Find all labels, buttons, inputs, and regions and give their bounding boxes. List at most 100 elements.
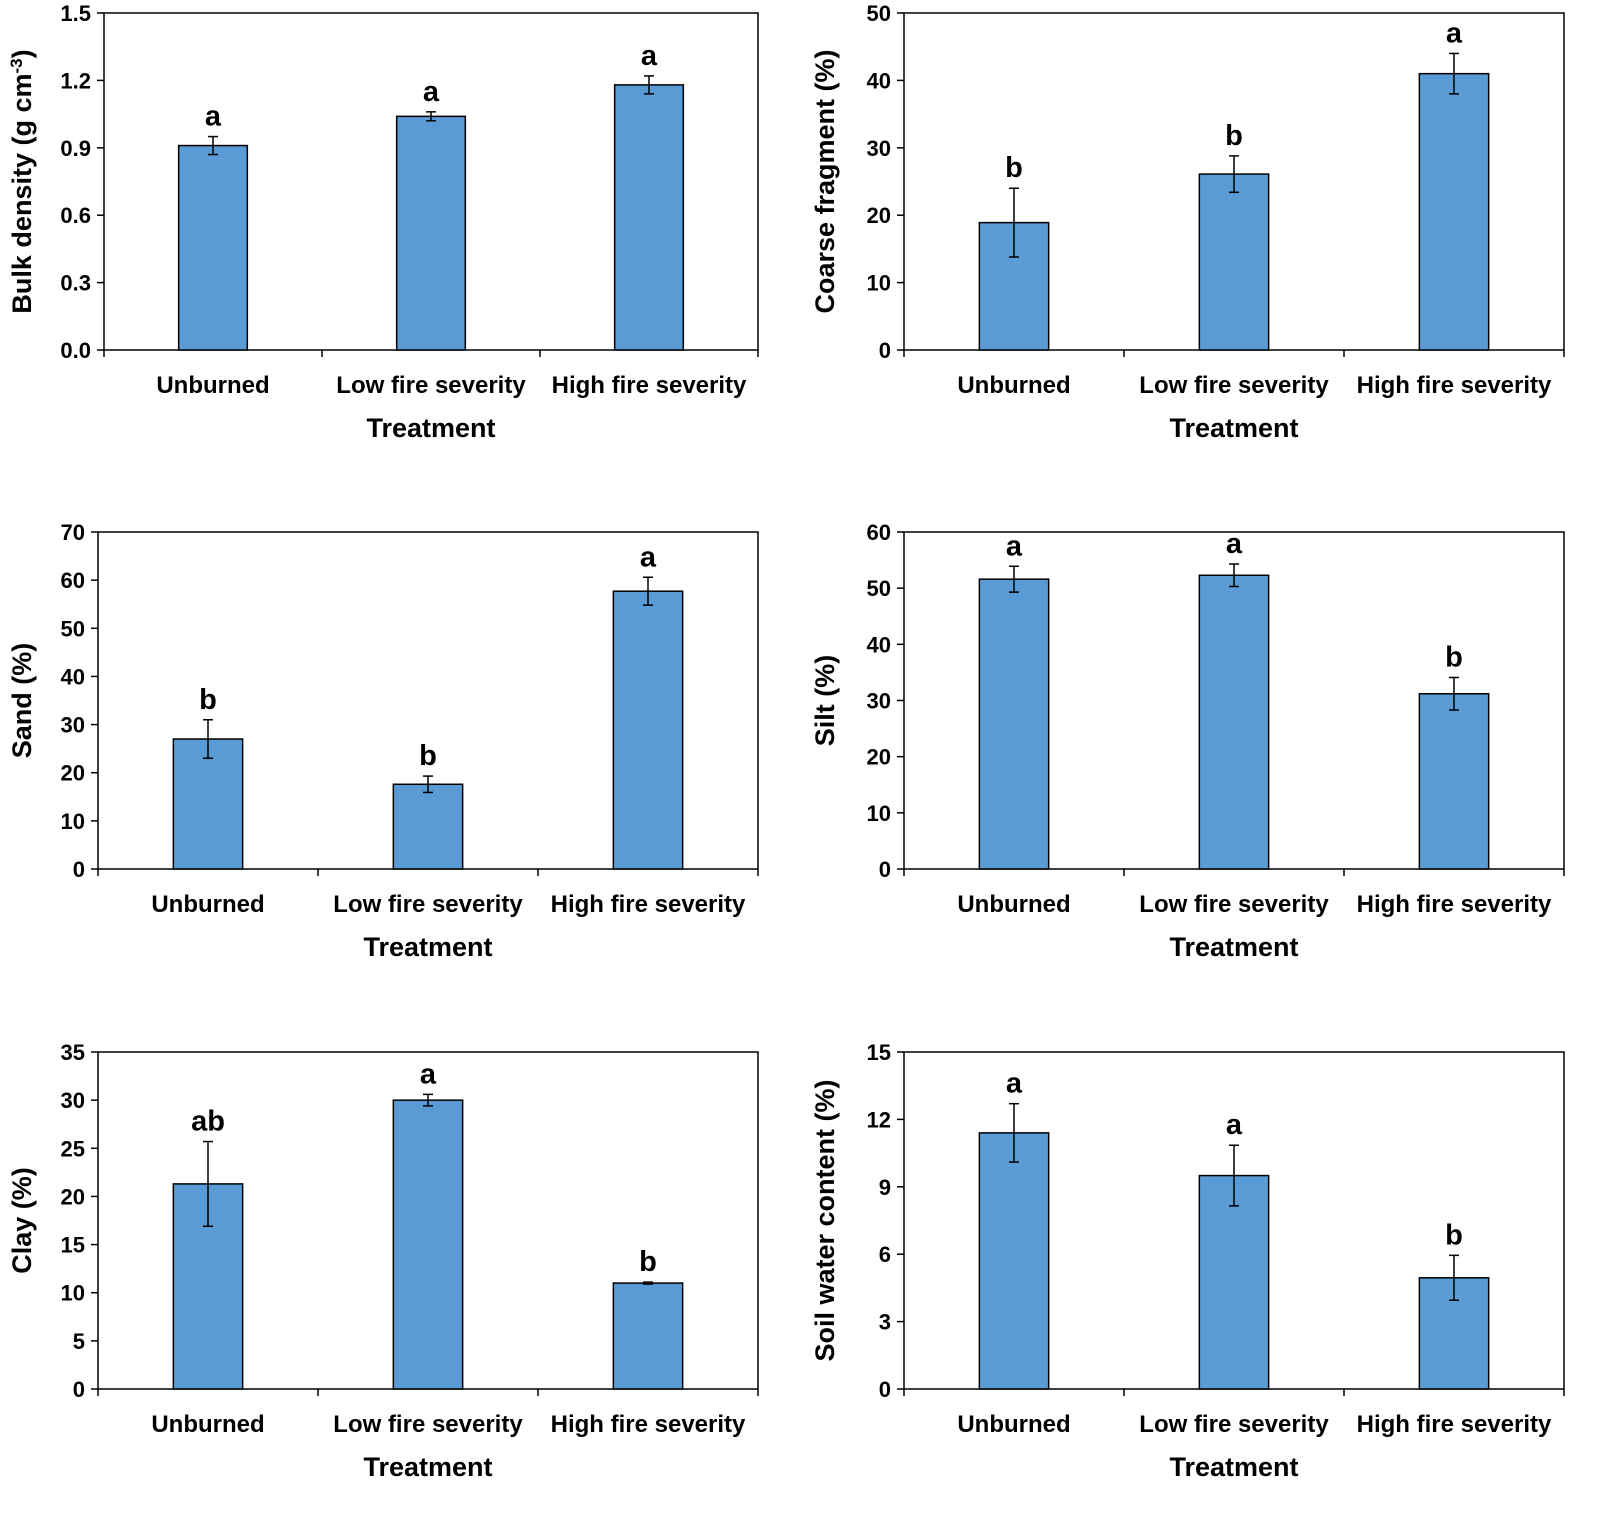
y-tick-label: 1.5 [60, 1, 91, 26]
significance-label: a [640, 541, 657, 573]
y-tick-label: 5 [73, 1329, 85, 1354]
y-axis-title: Coarse fragment (%) [810, 49, 840, 313]
x-category-label: Low fire severity [333, 1411, 523, 1438]
y-tick-label: 60 [867, 520, 891, 545]
y-tick-label: 20 [61, 761, 85, 786]
x-category-label: Low fire severity [1139, 891, 1329, 918]
x-category-label: Low fire severity [1139, 1411, 1329, 1438]
bar-clay-2 [392, 1099, 464, 1390]
significance-label: a [1446, 17, 1463, 49]
x-axis-title: Treatment [363, 1452, 492, 1482]
x-category-label: High fire severity [551, 1411, 746, 1438]
y-axis-title-superscript: -3 [7, 58, 26, 73]
bar-silt-1 [978, 578, 1050, 870]
y-tick-label: 35 [61, 1040, 85, 1065]
bar-soil-water-content-1 [978, 1132, 1050, 1390]
y-axis-title: Bulk density (g cm-3) [7, 49, 38, 313]
x-category-label: High fire severity [552, 372, 747, 399]
y-tick-label: 15 [61, 1233, 85, 1258]
y-tick-label: 0 [879, 1377, 891, 1402]
y-tick-label: 0.0 [60, 338, 91, 363]
y-axis-title: Soil water content (%) [810, 1079, 840, 1361]
significance-label: a [1006, 530, 1023, 562]
x-category-label: Unburned [957, 372, 1070, 399]
y-tick-label: 0 [73, 857, 85, 882]
chart-panel-bulk-density: 0.0 0.3 0.6 0.9 1.2 1.5 a Unburned a Low fire sev… [7, 1, 759, 443]
chart-panel-coarse-fragment: 0 10 20 30 40 50 b Unburned b Low fire severity a H… [810, 1, 1565, 443]
x-category-label: High fire severity [1357, 891, 1552, 918]
bar-sand-1 [172, 738, 244, 870]
y-tick-label: 9 [879, 1175, 891, 1200]
x-axis-title: Treatment [1169, 1452, 1298, 1482]
bar-sand-3 [612, 590, 684, 870]
significance-label: a [1006, 1068, 1023, 1100]
bar-coarse-fragment-2 [1198, 173, 1270, 351]
y-tick-label: 50 [61, 616, 85, 641]
y-tick-label: 40 [867, 68, 891, 93]
significance-label: ab [191, 1106, 225, 1138]
y-tick-label: 3 [879, 1310, 891, 1335]
bar-coarse-fragment-3 [1418, 72, 1490, 351]
y-tick-label: 0.6 [60, 203, 91, 228]
x-category-label: High fire severity [551, 891, 746, 918]
x-category-label: Unburned [151, 891, 264, 918]
y-tick-label: 6 [879, 1242, 891, 1267]
significance-label: b [1005, 152, 1023, 184]
chart-panel-silt: 0 10 20 30 40 50 60 a Unburned a Low fire severity… [810, 520, 1565, 962]
x-category-label: Unburned [151, 1411, 264, 1438]
significance-label: a [205, 101, 222, 133]
x-category-label: Unburned [957, 891, 1070, 918]
y-axis-title-main: Bulk density (g cm [7, 74, 37, 314]
significance-label: b [1225, 120, 1243, 152]
significance-label: a [1226, 528, 1243, 560]
y-tick-label: 50 [867, 576, 891, 601]
y-tick-label: 30 [867, 689, 891, 714]
x-category-label: Unburned [957, 1411, 1070, 1438]
x-category-label: High fire severity [1357, 372, 1552, 399]
y-tick-label: 10 [867, 271, 891, 296]
bar-bulk-density-1 [177, 144, 249, 351]
y-tick-label: 0.3 [60, 271, 91, 296]
x-category-label: Low fire severity [1139, 372, 1329, 399]
y-tick-label: 30 [61, 713, 85, 738]
significance-label: a [423, 76, 440, 108]
bar-soil-water-content-2 [1198, 1174, 1270, 1390]
chart-panel-clay: 0 5 10 15 20 25 30 35 ab Unburned a Low fire severi… [7, 1040, 759, 1482]
x-category-label: Low fire severity [336, 372, 526, 399]
bar-bulk-density-2 [395, 115, 467, 351]
y-tick-label: 40 [867, 632, 891, 657]
x-category-label: High fire severity [1357, 1411, 1552, 1438]
y-tick-label: 0 [879, 338, 891, 363]
y-tick-label: 10 [61, 809, 85, 834]
significance-label: b [1445, 1219, 1463, 1251]
significance-label: b [1445, 641, 1463, 673]
y-tick-label: 60 [61, 568, 85, 593]
significance-label: a [420, 1058, 437, 1090]
y-axis-title: Silt (%) [810, 655, 840, 747]
y-axis-title: Sand (%) [7, 643, 37, 759]
y-tick-label: 20 [867, 745, 891, 770]
y-axis-title: Clay (%) [7, 1167, 37, 1274]
y-tick-label: 0.9 [60, 136, 91, 161]
bar-silt-2 [1198, 574, 1270, 870]
bar-clay-3 [612, 1282, 684, 1390]
x-category-label: Low fire severity [333, 891, 523, 918]
x-axis-title: Treatment [1169, 413, 1298, 443]
bar-bulk-density-3 [613, 84, 685, 351]
y-tick-label: 10 [61, 1281, 85, 1306]
significance-label: b [199, 684, 217, 716]
y-tick-label: 15 [867, 1040, 891, 1065]
bar-silt-3 [1418, 693, 1490, 870]
y-tick-label: 50 [867, 1, 891, 26]
y-tick-label: 12 [867, 1107, 891, 1132]
y-tick-label: 0 [879, 857, 891, 882]
y-tick-label: 30 [61, 1088, 85, 1113]
significance-label: b [639, 1246, 657, 1278]
x-axis-title: Treatment [1169, 932, 1298, 962]
y-axis-title-end: ) [7, 49, 37, 58]
y-tick-label: 0 [73, 1377, 85, 1402]
y-tick-label: 70 [61, 520, 85, 545]
x-category-label: Unburned [156, 372, 269, 399]
chart-panel-sand: 0 10 20 30 40 50 60 70 b Unburned b Low fire severi… [7, 520, 759, 962]
